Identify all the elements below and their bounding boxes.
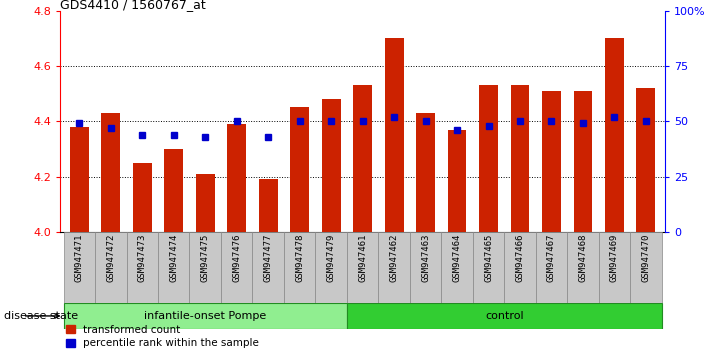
- Bar: [252, 232, 284, 303]
- Bar: [158, 232, 190, 303]
- Bar: [574, 91, 592, 232]
- Bar: [127, 232, 158, 303]
- Text: GSM947465: GSM947465: [484, 234, 493, 282]
- Text: GSM947471: GSM947471: [75, 234, 84, 282]
- Text: GSM947462: GSM947462: [390, 234, 399, 282]
- Bar: [95, 232, 127, 303]
- Bar: [473, 232, 504, 303]
- Text: GSM947463: GSM947463: [421, 234, 430, 282]
- Bar: [259, 179, 277, 232]
- Bar: [290, 107, 309, 232]
- Bar: [567, 232, 599, 303]
- Bar: [321, 99, 341, 232]
- Bar: [70, 127, 89, 232]
- Text: infantile-onset Pompe: infantile-onset Pompe: [144, 311, 267, 321]
- Bar: [410, 232, 442, 303]
- Text: disease state: disease state: [4, 311, 77, 321]
- Text: control: control: [485, 311, 523, 321]
- Text: GSM947475: GSM947475: [201, 234, 210, 282]
- Bar: [347, 232, 378, 303]
- Text: GSM947469: GSM947469: [610, 234, 619, 282]
- Text: GSM947467: GSM947467: [547, 234, 556, 282]
- Text: GDS4410 / 1560767_at: GDS4410 / 1560767_at: [60, 0, 206, 11]
- Bar: [316, 232, 347, 303]
- Bar: [353, 85, 372, 232]
- Bar: [347, 303, 662, 329]
- Text: GSM947470: GSM947470: [641, 234, 651, 282]
- Text: GSM947473: GSM947473: [138, 234, 146, 282]
- Bar: [636, 88, 656, 232]
- Text: GSM947476: GSM947476: [232, 234, 241, 282]
- Text: GSM947472: GSM947472: [107, 234, 115, 282]
- Bar: [605, 38, 624, 232]
- Bar: [63, 303, 347, 329]
- Legend: transformed count, percentile rank within the sample: transformed count, percentile rank withi…: [62, 321, 263, 352]
- Bar: [196, 174, 215, 232]
- Bar: [385, 38, 404, 232]
- Bar: [164, 149, 183, 232]
- Text: GSM947468: GSM947468: [579, 234, 587, 282]
- Text: GSM947474: GSM947474: [169, 234, 178, 282]
- Bar: [510, 85, 530, 232]
- Bar: [479, 85, 498, 232]
- Text: GSM947466: GSM947466: [515, 234, 525, 282]
- Bar: [63, 232, 95, 303]
- Bar: [542, 91, 561, 232]
- Bar: [416, 113, 435, 232]
- Text: GSM947464: GSM947464: [452, 234, 461, 282]
- Bar: [599, 232, 630, 303]
- Bar: [630, 232, 662, 303]
- Bar: [102, 113, 120, 232]
- Bar: [133, 163, 151, 232]
- Bar: [284, 232, 316, 303]
- Text: GSM947461: GSM947461: [358, 234, 367, 282]
- Text: GSM947478: GSM947478: [295, 234, 304, 282]
- Bar: [228, 124, 246, 232]
- Bar: [221, 232, 252, 303]
- Bar: [504, 232, 535, 303]
- Text: GSM947479: GSM947479: [326, 234, 336, 282]
- Bar: [535, 232, 567, 303]
- Text: GSM947477: GSM947477: [264, 234, 273, 282]
- Bar: [378, 232, 410, 303]
- Bar: [190, 232, 221, 303]
- Bar: [442, 232, 473, 303]
- Bar: [448, 130, 466, 232]
